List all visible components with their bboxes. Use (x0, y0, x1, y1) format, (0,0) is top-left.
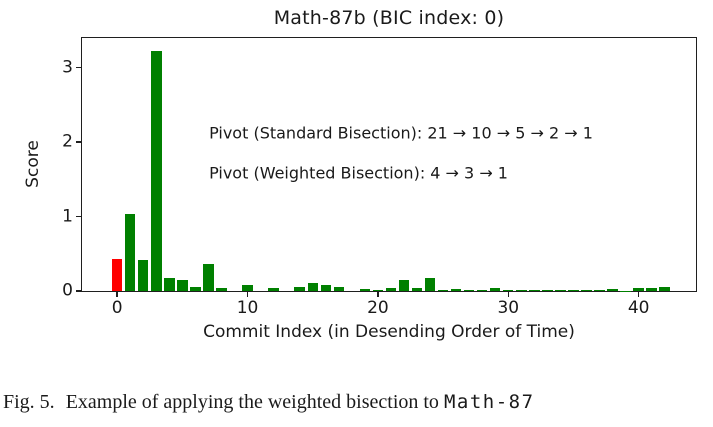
caption-text: Example of applying the weighted bisecti… (65, 391, 439, 413)
bar (268, 288, 279, 291)
x-tick-label: 30 (497, 298, 520, 318)
bar (450, 288, 462, 291)
y-tick-mark (76, 141, 82, 143)
bar (138, 259, 149, 291)
x-tick-label: 20 (367, 298, 389, 318)
y-tick-label: 1 (62, 206, 73, 227)
bar (529, 289, 540, 291)
bar (424, 278, 436, 291)
bar (203, 264, 214, 291)
caption-code: Math-87 (443, 391, 535, 413)
bar (607, 288, 618, 291)
bar (359, 288, 371, 291)
x-tick-mark (246, 291, 249, 297)
annotation: Pivot (Standard Bisection): 21 → 10 → 5 … (209, 123, 593, 143)
caption-label: Fig. 5. (3, 391, 55, 413)
bar-chart: Math-87b (BIC index: 0) Score 0 1 2 3 0 10 20 3… (23, 7, 697, 342)
bar (581, 289, 592, 291)
bar (568, 289, 579, 291)
bar (307, 282, 318, 291)
figure-caption: Fig. 5. Example of applying the weighted … (3, 391, 713, 414)
bar (398, 279, 410, 291)
bar (190, 287, 201, 291)
bar (216, 288, 227, 291)
x-tick-mark (507, 291, 509, 297)
x-tick-mark (377, 291, 379, 297)
y-tick-label: 2 (62, 131, 73, 152)
bar (111, 259, 123, 291)
bar (633, 287, 644, 291)
x-tick-label: 0 (111, 298, 123, 318)
bar (503, 290, 514, 291)
y-axis-label: Score (23, 140, 43, 188)
plot-area: 0 1 2 3 0 10 20 30 40 Pivot (Standard Bisection):… (62, 37, 697, 317)
x-tick-label: 10 (236, 298, 259, 318)
bar (463, 290, 475, 291)
y-tick-mark (76, 290, 82, 292)
bar (476, 290, 488, 291)
bar (659, 287, 670, 291)
bar (542, 289, 553, 291)
bar (242, 285, 253, 291)
x-axis-label: Commit Index (in Desending Order of Time… (203, 322, 575, 342)
bar (646, 287, 657, 291)
chart-title: Math-87b (BIC index: 0) (273, 7, 505, 29)
bar (372, 289, 384, 291)
bar (177, 279, 188, 291)
bar (151, 50, 162, 291)
annotation: Pivot (Weighted Bisection): 4 → 3 → 1 (209, 163, 508, 183)
bar (333, 286, 345, 291)
x-tick-label: 40 (627, 298, 650, 318)
x-tick-mark (637, 291, 640, 297)
y-tick-label: 0 (62, 280, 73, 301)
bar (411, 288, 423, 291)
y-tick-label: 3 (62, 57, 73, 78)
bar (555, 289, 566, 291)
bar (320, 285, 331, 291)
x-tick-mark (116, 291, 118, 297)
bar (516, 289, 527, 291)
bar (125, 214, 136, 291)
y-tick-mark (76, 67, 82, 69)
bar (294, 286, 305, 291)
bar (164, 277, 175, 291)
bar (594, 289, 605, 291)
bar (490, 288, 501, 291)
bar (385, 288, 397, 291)
bar (437, 290, 449, 291)
y-tick-mark (76, 215, 82, 218)
